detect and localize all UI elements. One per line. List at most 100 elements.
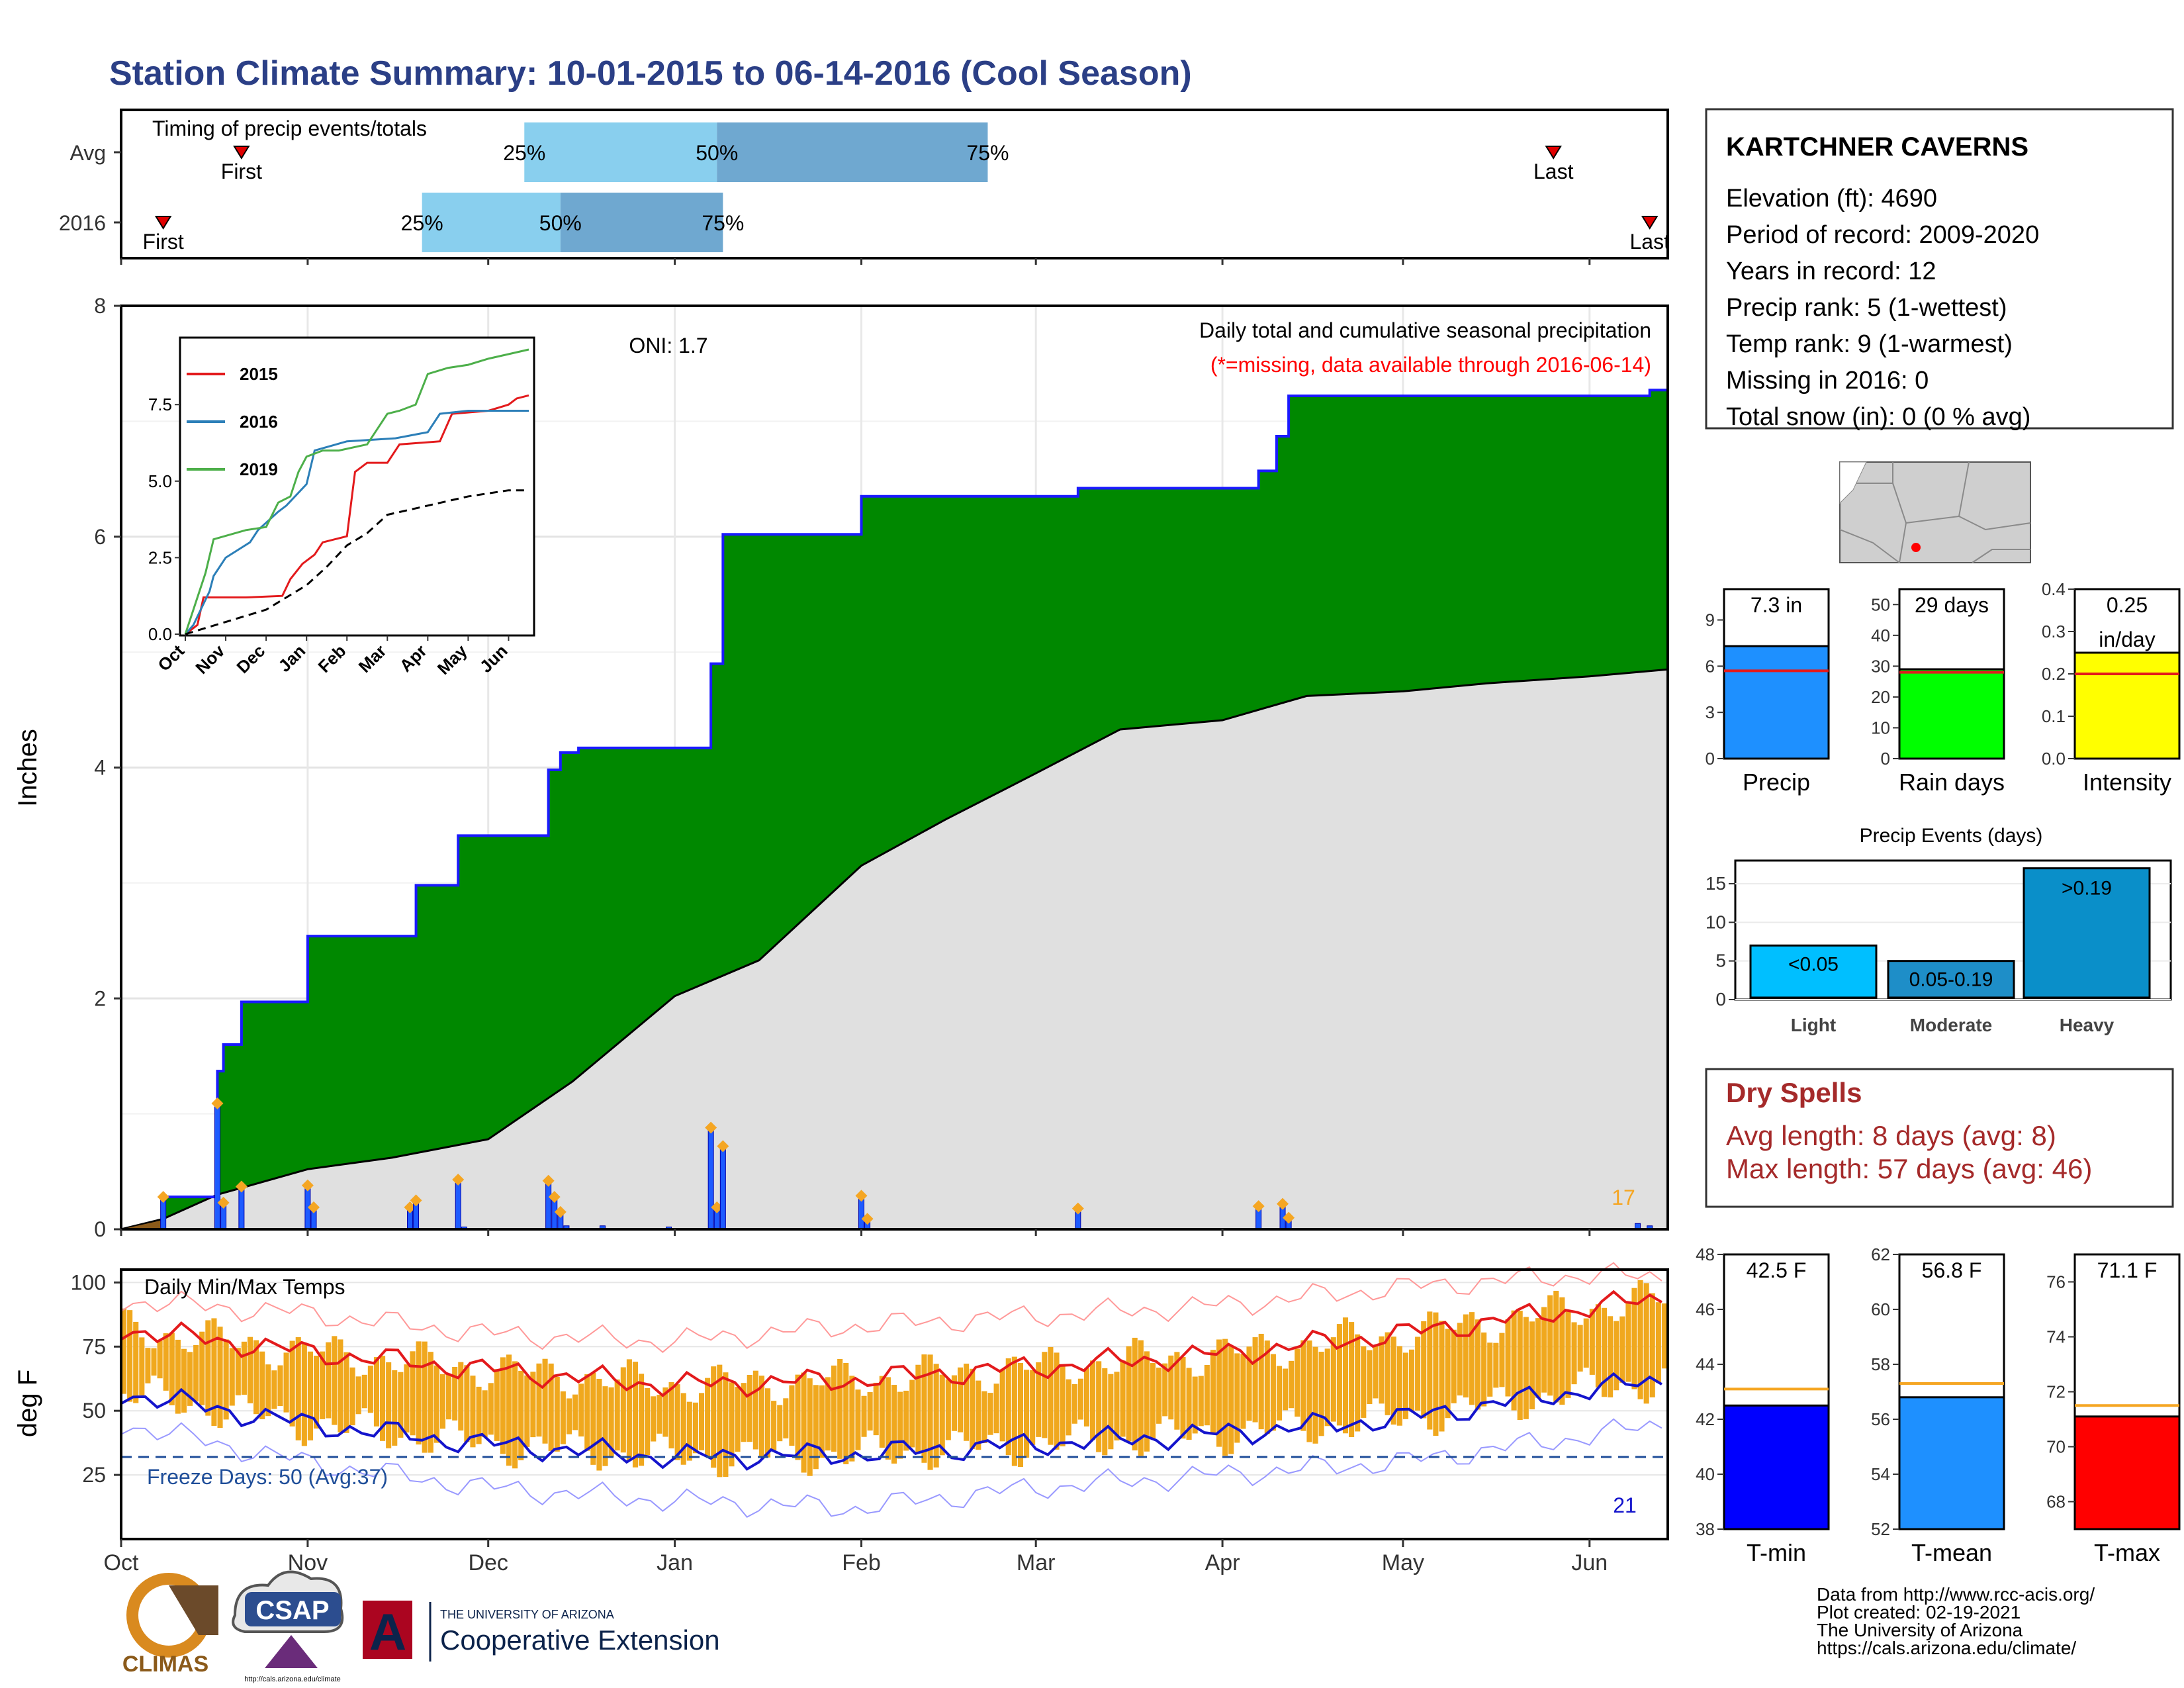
daily-precip-dot (307, 1201, 320, 1213)
footer-credits: Data from http://www.rcc-acis.org/ Plot … (1817, 1584, 2095, 1658)
daily-temp-bar (771, 1401, 777, 1450)
summary-category-label: T-mean (1911, 1539, 1992, 1566)
precip-y-label: Inches (13, 729, 42, 807)
daily-temp-bar (1451, 1329, 1457, 1403)
daily-temp-bar (217, 1327, 223, 1429)
timing-row-label: 2016 (59, 211, 106, 235)
daily-temp-bar (404, 1364, 410, 1433)
summary-y-tick-label: 62 (1871, 1244, 1890, 1264)
first-event-marker-icon (154, 216, 172, 230)
daily-temp-bar (518, 1370, 524, 1461)
daily-temp-bar (1120, 1360, 1126, 1437)
daily-temp-bar (620, 1367, 626, 1453)
daily-temp-bar (169, 1333, 175, 1405)
summary-value-bar (1898, 1396, 2005, 1530)
daily-temp-bar (223, 1339, 229, 1420)
daily-temp-bar (1379, 1336, 1385, 1404)
daily-temp-bar (163, 1333, 169, 1391)
daily-temp-bar (831, 1365, 837, 1452)
daily-temp-bar (1222, 1338, 1228, 1456)
daily-temp-bar (1264, 1340, 1270, 1434)
daily-temp-bar (530, 1372, 536, 1438)
daily-temp-bar (1421, 1321, 1427, 1419)
daily-temp-bar (548, 1363, 554, 1451)
timing-p75-label: 75% (966, 141, 1009, 165)
summary-value-label: 0.25 (2107, 593, 2148, 617)
daily-temp-bar (1174, 1352, 1180, 1430)
daily-temp-bar (1300, 1340, 1306, 1431)
daily-precip-dot (301, 1179, 314, 1192)
daily-temp-bar (747, 1375, 752, 1442)
daily-temp-bar (500, 1357, 506, 1454)
inset-x-tick-label: Feb (314, 641, 350, 677)
ua-block-a-icon (363, 1601, 412, 1659)
summary-value-label: 7.3 in (1751, 593, 1802, 617)
daily-temp-bar (1330, 1337, 1336, 1422)
daily-temp-bar (909, 1380, 915, 1448)
daily-temp-bar (1030, 1370, 1036, 1445)
daily-temp-bar (1547, 1295, 1553, 1396)
daily-temp-bar (764, 1388, 771, 1458)
freeze-days-label: Freeze Days: 50 (Avg:37) (147, 1465, 388, 1489)
daily-temp-bar (1439, 1321, 1445, 1432)
daily-temp-bar (1186, 1368, 1192, 1440)
event-bar-label: >0.19 (2062, 878, 2112, 900)
daily-temp-bar (1077, 1378, 1083, 1420)
daily-temp-bar (1162, 1363, 1168, 1417)
daily-temp-bar (265, 1364, 271, 1417)
summary-y-tick-label: 0.1 (2042, 706, 2066, 726)
daily-temp-bar (723, 1372, 729, 1477)
summary-y-tick-label: 44 (1696, 1354, 1715, 1374)
csap-logo: CSAP http://cals.arizona.edu/climate (232, 1570, 344, 1683)
mountain-icon (265, 1635, 318, 1668)
event-category-label: Heavy (2060, 1015, 2115, 1035)
inset-x-tick-label: Jun (476, 641, 512, 677)
daily-temp-bar (1234, 1353, 1240, 1443)
daily-temp-bar (277, 1365, 283, 1406)
daily-temp-bar (1463, 1314, 1469, 1398)
summary-y-tick-label: 0.0 (2042, 749, 2066, 769)
daily-temp-bar (452, 1366, 458, 1421)
daily-temp-bar (1246, 1346, 1252, 1421)
daily-precip-bars (157, 1097, 1653, 1230)
daily-temp-bar (885, 1377, 891, 1460)
summary-y-tick-label: 10 (1871, 718, 1890, 737)
map-borders (1839, 461, 2031, 563)
timing-bar-50-75 (560, 193, 723, 252)
temp-chart: 25 50 75 100 Daily Min/Max Temps Freeze Day… (13, 1262, 1669, 1575)
station-snow: Total snow (in): 0 (0 % avg) (1726, 403, 2030, 431)
daily-temp-bar (1156, 1368, 1162, 1424)
daily-temp-bar (837, 1358, 843, 1459)
record-low-line (120, 1418, 1662, 1518)
daily-temp-bar (488, 1383, 494, 1435)
daily-temp-bar (439, 1374, 446, 1429)
daily-temp-bar (139, 1337, 145, 1395)
daily-temp-bar (1619, 1316, 1625, 1383)
daily-precip-dot (542, 1174, 555, 1187)
summary-category-label: T-max (2094, 1539, 2160, 1566)
daily-temp-bar (1559, 1297, 1565, 1405)
daily-temp-bar (157, 1340, 163, 1379)
summary-category-label: Rain days (1899, 769, 2005, 796)
daily-temp-bar (1349, 1322, 1355, 1438)
summary-y-tick-label: 42 (1696, 1409, 1715, 1429)
daily-temp-bar (662, 1387, 668, 1437)
dry-spells-avg: Avg length: 8 days (avg: 8) (1726, 1120, 2056, 1151)
daily-temp-bar (307, 1351, 313, 1440)
timing-p25-label: 25% (401, 211, 443, 235)
daily-temp-bar (939, 1374, 945, 1456)
inset-legend-label: 2019 (240, 459, 278, 479)
csap-wordmark: CSAP (255, 1596, 329, 1625)
daily-temp-bar (1192, 1376, 1198, 1434)
daily-precip-dot (705, 1121, 717, 1134)
daily-temp-bar (1445, 1329, 1451, 1419)
daily-temp-bar (271, 1370, 277, 1409)
summary-y-tick-label: 6 (1706, 656, 1715, 676)
daily-precip-dot (1071, 1202, 1084, 1215)
daily-temp-bar (915, 1364, 921, 1453)
dry-spells-title: Dry Spells (1726, 1077, 1862, 1108)
summary-y-tick-label: 58 (1871, 1354, 1890, 1374)
daily-temp-bar (891, 1385, 897, 1464)
daily-temp-bar (752, 1370, 758, 1450)
